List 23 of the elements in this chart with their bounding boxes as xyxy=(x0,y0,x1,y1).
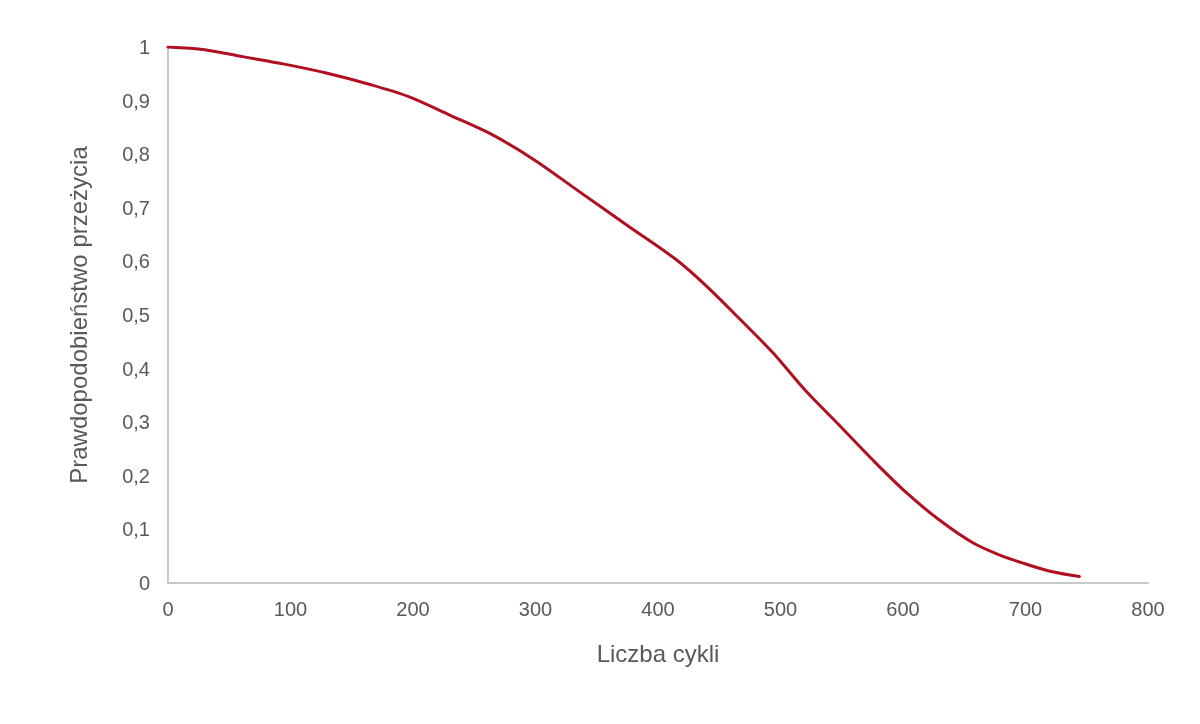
y-tick-label: 0,3 xyxy=(122,411,150,434)
y-tick-label: 0,6 xyxy=(122,250,150,273)
x-tick-label: 600 xyxy=(886,598,920,620)
y-tick-label: 0,2 xyxy=(122,464,150,487)
y-axis-title: Prawdopodobieństwo przeżycia xyxy=(64,145,92,484)
y-tick-label: 1 xyxy=(138,36,150,58)
line-series xyxy=(166,45,1081,579)
y-tick-label: 0,1 xyxy=(122,518,150,541)
x-axis-title: Liczba cykli xyxy=(596,639,720,667)
y-tick-label: 0,9 xyxy=(122,89,150,112)
x-tick-label: 800 xyxy=(1131,598,1165,620)
y-tick-label: 0,8 xyxy=(122,143,150,166)
x-tick-label: 400 xyxy=(641,598,675,620)
y-tick-label: 0,7 xyxy=(122,196,150,219)
y-tick-label: 0 xyxy=(138,572,150,594)
x-tick-label: 500 xyxy=(763,598,798,620)
y-tick-label: 0,4 xyxy=(122,357,150,380)
y-tick-label: 0,5 xyxy=(122,304,150,326)
x-tick-label: 700 xyxy=(1008,598,1043,620)
x-tick-label: 0 xyxy=(162,598,174,620)
x-tick-label: 300 xyxy=(518,598,553,620)
x-tick-label: 200 xyxy=(396,598,430,620)
x-tick-label: 100 xyxy=(273,598,308,620)
